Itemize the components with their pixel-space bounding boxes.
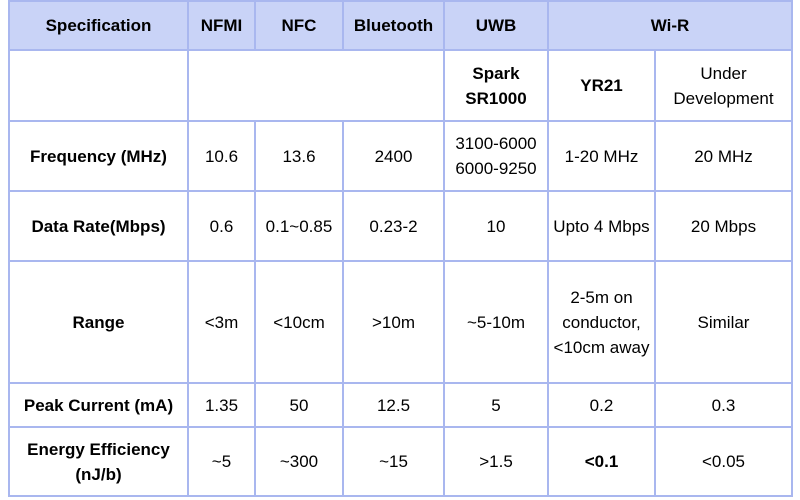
- cell-range-uwb: ~5-10m: [443, 260, 549, 384]
- subheader-empty-label: [8, 49, 189, 122]
- cell-range-nfc: <10cm: [254, 260, 344, 384]
- header-bluetooth: Bluetooth: [342, 0, 445, 51]
- row-label-energy-efficiency: Energy Efficiency (nJ/b): [8, 426, 189, 497]
- cell-data-rate-under-development: 20 Mbps: [654, 190, 793, 262]
- table-row-range: Range <3m <10cm >10m ~5-10m 2-5m on cond…: [8, 260, 793, 384]
- cell-frequency-under-development: 20 MHz: [654, 120, 793, 192]
- cell-data-rate-nfc: 0.1~0.85: [254, 190, 344, 262]
- cell-frequency-nfc: 13.6: [254, 120, 344, 192]
- cell-peak-current-under-development: 0.3: [654, 382, 793, 428]
- cell-frequency-uwb-line2: 6000-9250: [455, 159, 537, 178]
- cell-frequency-nfmi: 10.6: [187, 120, 256, 192]
- header-specification: Specification: [8, 0, 189, 51]
- cell-data-rate-uwb: 10: [443, 190, 549, 262]
- cell-data-rate-yr21: Upto 4 Mbps: [547, 190, 656, 262]
- subheader-yr21: YR21: [547, 49, 656, 122]
- header-nfmi: NFMI: [187, 0, 256, 51]
- table-row-frequency: Frequency (MHz) 10.6 13.6 2400 3100-6000…: [8, 120, 793, 192]
- cell-energy-efficiency-uwb: >1.5: [443, 426, 549, 497]
- cell-energy-efficiency-nfc: ~300: [254, 426, 344, 497]
- cell-range-under-development: Similar: [654, 260, 793, 384]
- cell-energy-efficiency-nfmi: ~5: [187, 426, 256, 497]
- cell-frequency-uwb: 3100-6000 6000-9250: [443, 120, 549, 192]
- subheader-empty-span: [187, 49, 445, 122]
- cell-frequency-uwb-line1: 3100-6000: [455, 134, 537, 153]
- row-label-peak-current: Peak Current (mA): [8, 382, 189, 428]
- cell-range-nfmi: <3m: [187, 260, 256, 384]
- table-row-data-rate: Data Rate(Mbps) 0.6 0.1~0.85 0.23-2 10 U…: [8, 190, 793, 262]
- cell-peak-current-bluetooth: 12.5: [342, 382, 445, 428]
- cell-energy-efficiency-under-development: <0.05: [654, 426, 793, 497]
- cell-frequency-yr21: 1-20 MHz: [547, 120, 656, 192]
- row-label-data-rate: Data Rate(Mbps): [8, 190, 189, 262]
- cell-range-bluetooth: >10m: [342, 260, 445, 384]
- table-row-energy-efficiency: Energy Efficiency (nJ/b) ~5 ~300 ~15 >1.…: [8, 426, 793, 497]
- header-wi-r: Wi-R: [547, 0, 793, 51]
- header-uwb: UWB: [443, 0, 549, 51]
- row-label-frequency: Frequency (MHz): [8, 120, 189, 192]
- table-row-peak-current: Peak Current (mA) 1.35 50 12.5 5 0.2 0.3: [8, 382, 793, 428]
- row-label-range: Range: [8, 260, 189, 384]
- spec-comparison-table: Specification NFMI NFC Bluetooth UWB Wi-…: [8, 0, 793, 497]
- cell-frequency-bluetooth: 2400: [342, 120, 445, 192]
- cell-peak-current-uwb: 5: [443, 382, 549, 428]
- cell-data-rate-bluetooth: 0.23-2: [342, 190, 445, 262]
- cell-peak-current-nfc: 50: [254, 382, 344, 428]
- cell-peak-current-nfmi: 1.35: [187, 382, 256, 428]
- subheader-row: Spark SR1000 YR21 Under Development: [8, 49, 793, 122]
- cell-peak-current-yr21: 0.2: [547, 382, 656, 428]
- subheader-under-development: Under Development: [654, 49, 793, 122]
- header-nfc: NFC: [254, 0, 344, 51]
- cell-range-yr21: 2-5m on conductor, <10cm away: [547, 260, 656, 384]
- subheader-uwb-model: Spark SR1000: [443, 49, 549, 122]
- header-row: Specification NFMI NFC Bluetooth UWB Wi-…: [8, 0, 793, 51]
- cell-energy-efficiency-yr21: <0.1: [547, 426, 656, 497]
- cell-energy-efficiency-bluetooth: ~15: [342, 426, 445, 497]
- cell-data-rate-nfmi: 0.6: [187, 190, 256, 262]
